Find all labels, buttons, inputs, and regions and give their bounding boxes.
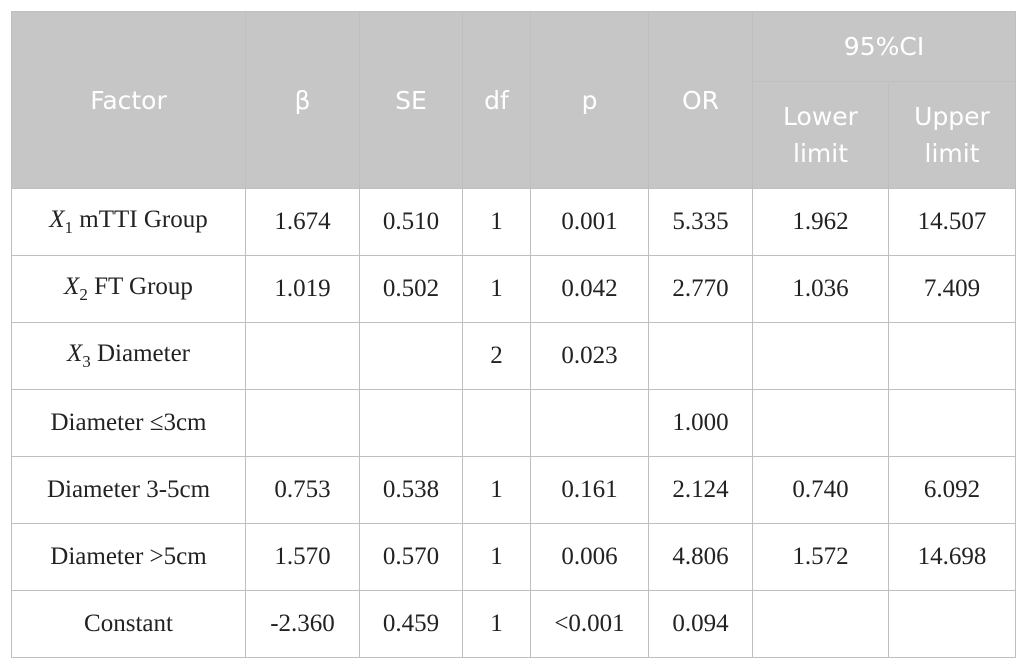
factor-cell: X3 Diameter bbox=[11, 322, 246, 390]
lower-cell: 0.740 bbox=[752, 456, 889, 524]
variable-symbol: X bbox=[64, 273, 80, 300]
beta-cell: 1.019 bbox=[245, 255, 360, 323]
factor-cell: Diameter 3-5cm bbox=[11, 456, 246, 524]
upper-cell: 7.409 bbox=[888, 255, 1016, 323]
lower-cell bbox=[752, 389, 889, 457]
beta-cell: 1.570 bbox=[245, 523, 360, 591]
beta-cell: 1.674 bbox=[245, 188, 360, 256]
se-cell: 0.538 bbox=[359, 456, 463, 524]
factor-cell: X1 mTTI Group bbox=[11, 188, 246, 256]
or-cell: 5.335 bbox=[648, 188, 753, 256]
beta-cell bbox=[245, 322, 360, 390]
table-row: X1 mTTI Group 1.674 0.510 1 0.001 5.335 1.962 1… bbox=[11, 188, 1016, 256]
se-cell: 0.459 bbox=[359, 590, 463, 658]
factor-cell: X2 FT Group bbox=[11, 255, 246, 323]
or-cell: 0.094 bbox=[648, 590, 753, 658]
table-header: Factor β SE df p OR 95%CI Lower limit Up… bbox=[11, 11, 1016, 189]
lower-cell: 1.572 bbox=[752, 523, 889, 591]
variable-subscript: 1 bbox=[64, 218, 74, 237]
lower-cell: 1.962 bbox=[752, 188, 889, 256]
se-cell bbox=[359, 389, 463, 457]
header-upper-limit: Upper limit bbox=[888, 81, 1016, 189]
factor-label: FT Group bbox=[87, 273, 193, 300]
beta-cell: 0.753 bbox=[245, 456, 360, 524]
p-cell: 0.023 bbox=[530, 322, 649, 390]
factor-cell: Constant bbox=[11, 590, 246, 658]
header-p: p bbox=[530, 11, 649, 189]
upper-cell bbox=[888, 590, 1016, 658]
beta-cell bbox=[245, 389, 360, 457]
p-cell bbox=[530, 389, 649, 457]
variable-subscript: 3 bbox=[82, 352, 91, 371]
variable-symbol: X bbox=[66, 340, 83, 367]
table-row: Diameter 3-5cm 0.753 0.538 1 0.161 2.124 0.740… bbox=[11, 456, 1016, 524]
variable-symbol: X bbox=[49, 206, 65, 233]
p-cell: 0.001 bbox=[530, 188, 649, 256]
regression-table: Factor β SE df p OR 95%CI Lower limit Up… bbox=[11, 11, 1016, 658]
upper-cell: 14.698 bbox=[888, 523, 1016, 591]
factor-label: mTTI Group bbox=[73, 206, 208, 233]
header-df: df bbox=[462, 11, 531, 189]
df-cell: 1 bbox=[462, 456, 531, 524]
or-cell: 2.770 bbox=[648, 255, 753, 323]
p-cell: 0.042 bbox=[530, 255, 649, 323]
df-cell: 2 bbox=[462, 322, 531, 390]
header-se: SE bbox=[359, 11, 463, 189]
se-cell: 0.510 bbox=[359, 188, 463, 256]
header-lower-limit: Lower limit bbox=[752, 81, 889, 189]
p-cell: 0.006 bbox=[530, 523, 649, 591]
header-beta: β bbox=[245, 11, 360, 189]
upper-cell bbox=[888, 322, 1016, 390]
df-cell bbox=[462, 389, 531, 457]
table-row: X3 Diameter 2 0.023 bbox=[11, 322, 1016, 390]
header-or: OR bbox=[648, 11, 753, 189]
p-cell: <0.001 bbox=[530, 590, 649, 658]
beta-cell: -2.360 bbox=[245, 590, 360, 658]
factor-label: Diameter 3-5cm bbox=[46, 476, 211, 503]
se-cell: 0.570 bbox=[359, 523, 463, 591]
table-row: Constant -2.360 0.459 1 <0.001 0.094 bbox=[11, 590, 1016, 658]
table-row: Diameter ≤3cm 1.000 bbox=[11, 389, 1016, 457]
p-cell: 0.161 bbox=[530, 456, 649, 524]
table-body: X1 mTTI Group 1.674 0.510 1 0.001 5.335 1.962 1… bbox=[11, 188, 1016, 658]
lower-cell: 1.036 bbox=[752, 255, 889, 323]
header-ci: 95%CI bbox=[752, 11, 1016, 82]
df-cell: 1 bbox=[462, 523, 531, 591]
table-row: Diameter >5cm 1.570 0.570 1 0.006 4.806 1.572 1… bbox=[11, 523, 1016, 591]
factor-label: Diameter ≤3cm bbox=[50, 409, 207, 436]
upper-cell: 6.092 bbox=[888, 456, 1016, 524]
df-cell: 1 bbox=[462, 255, 531, 323]
table-row: X2 FT Group 1.019 0.502 1 0.042 2.770 1.036 7.4… bbox=[11, 255, 1016, 323]
or-cell: 2.124 bbox=[648, 456, 753, 524]
lower-cell bbox=[752, 322, 889, 390]
or-cell bbox=[648, 322, 753, 390]
upper-cell: 14.507 bbox=[888, 188, 1016, 256]
factor-label: Diameter bbox=[90, 340, 191, 367]
df-cell: 1 bbox=[462, 188, 531, 256]
se-cell bbox=[359, 322, 463, 390]
header-factor: Factor bbox=[11, 11, 246, 189]
lower-cell bbox=[752, 590, 889, 658]
df-cell: 1 bbox=[462, 590, 531, 658]
factor-label: Constant bbox=[84, 610, 173, 637]
or-cell: 4.806 bbox=[648, 523, 753, 591]
factor-cell: Diameter ≤3cm bbox=[11, 389, 246, 457]
factor-label: Diameter >5cm bbox=[50, 543, 207, 570]
variable-subscript: 2 bbox=[79, 285, 88, 304]
or-cell: 1.000 bbox=[648, 389, 753, 457]
upper-cell bbox=[888, 389, 1016, 457]
se-cell: 0.502 bbox=[359, 255, 463, 323]
factor-cell: Diameter >5cm bbox=[11, 523, 246, 591]
